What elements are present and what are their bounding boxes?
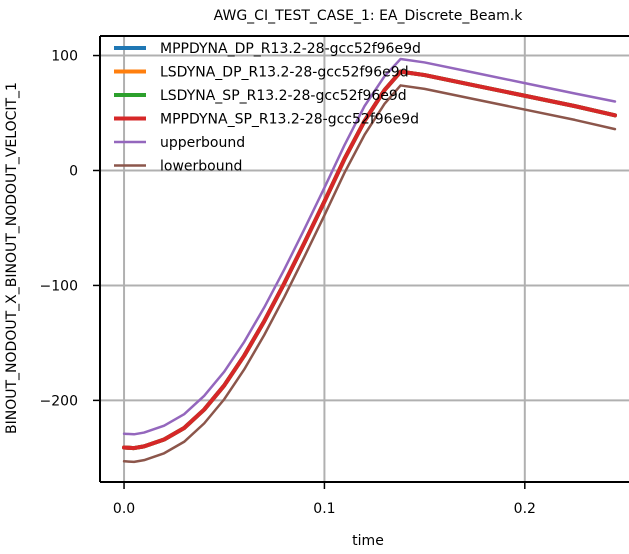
x-tick-label: 0.2 xyxy=(514,501,536,517)
x-tick-label: 0.1 xyxy=(313,501,335,517)
series-line-6 xyxy=(122,84,617,464)
y-tick-label: −200 xyxy=(40,393,78,409)
legend-label: MPPDYNA_SP_R13.2-28-gcc52f96e9d xyxy=(160,112,419,128)
legend-label: LSDYNA_DP_R13.2-28-gcc52f96e9d xyxy=(160,65,409,81)
legend-label: LSDYNA_SP_R13.2-28-gcc52f96e9d xyxy=(160,88,407,104)
y-tick-label: −100 xyxy=(40,278,78,294)
series-lines xyxy=(122,57,617,464)
legend-label: upperbound xyxy=(160,135,245,151)
x-axis-label: time xyxy=(352,533,384,549)
x-tick-label: 0.0 xyxy=(113,501,135,517)
y-axis-label: BINOUT_NODOUT_X_BINOUT_NODOUT_VELOCIT_1 xyxy=(4,82,20,434)
series-line-5 xyxy=(122,57,617,436)
axes xyxy=(93,35,629,489)
y-tick-label: 0 xyxy=(69,163,78,179)
legend-label: lowerbound xyxy=(160,159,242,175)
legend-label: MPPDYNA_DP_R13.2-28-gcc52f96e9d xyxy=(160,41,421,57)
legend: MPPDYNA_DP_R13.2-28-gcc52f96e9d LSDYNA_DP… xyxy=(114,41,421,175)
tick-labels: 0.0 0.1 0.2 100 0 −100 −200 xyxy=(40,49,536,517)
series-line-4 xyxy=(122,69,617,451)
chart-title: AWG_CI_TEST_CASE_1: EA_Discrete_Beam.k xyxy=(214,8,524,24)
y-tick-label: 100 xyxy=(51,49,78,65)
